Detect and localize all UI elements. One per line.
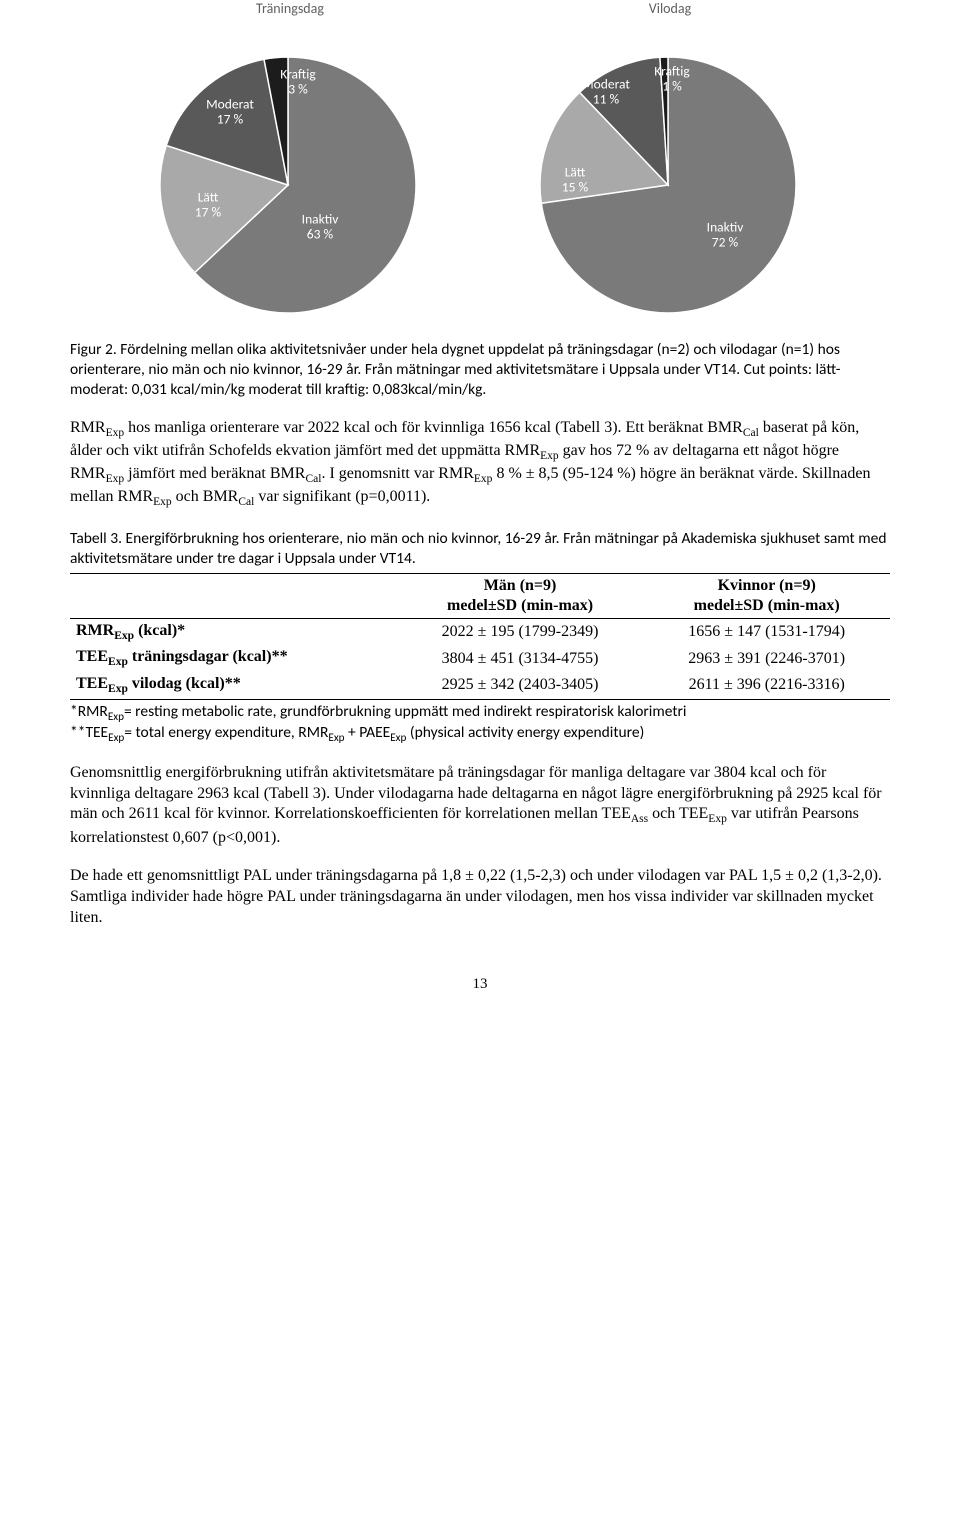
t: 3804 ± 451 (3134-4755) <box>397 645 644 672</box>
table-row: TEEExp träningsdagar (kcal)** 3804 ± 451… <box>70 645 890 672</box>
pie-right: Inaktiv72 % Lätt15 % Moderat11 % Kraftig1 % <box>500 22 840 322</box>
chart-traningsdag: Träningsdag Inaktiv63 % Lätt17 % Moderat17… <box>120 0 460 322</box>
t: Cal <box>743 427 759 439</box>
th-blank <box>70 573 397 618</box>
t: Exp <box>108 709 124 723</box>
t: RMR <box>76 622 114 639</box>
table-row: TEEExp vilodag (kcal)** 2925 ± 342 (2403… <box>70 672 890 699</box>
rmr-paragraph: RMRExp hos manliga orienterare var 2022 … <box>70 418 890 511</box>
t: = resting metabolic rate, grundförbrukni… <box>124 702 687 721</box>
t: 2611 ± 396 (2216-3316) <box>643 672 890 699</box>
t: Ass <box>631 814 648 826</box>
pie-slice-label: Moderat17 % <box>206 96 254 127</box>
t: Exp <box>106 427 125 439</box>
t: medel±SD (min-max) <box>694 597 840 614</box>
chart-title-right: Vilodag <box>649 0 691 18</box>
t: Exp <box>474 473 493 485</box>
t: **TEE <box>70 723 108 742</box>
t: Exp <box>114 630 134 642</box>
th-women: Kvinnor (n=9) medel±SD (min-max) <box>643 573 890 618</box>
t: Exp <box>108 683 128 695</box>
table3-note1: *RMRExp= resting metabolic rate, grundfö… <box>70 702 890 724</box>
t: 1656 ± 147 (1531-1794) <box>643 618 890 645</box>
page-number: 13 <box>70 975 890 994</box>
t: hos manliga orienterare var 2022 kcal oc… <box>124 419 743 436</box>
t: . I genomsnitt var RMR <box>321 465 473 482</box>
t: RMR <box>70 419 106 436</box>
table-row: RMRExp (kcal)* 2022 ± 195 (1799-2349) 16… <box>70 618 890 645</box>
chart-title-left: Träningsdag <box>256 0 324 18</box>
pie-slice-label: Kraftig3 % <box>280 66 315 97</box>
t: TEE <box>76 675 108 692</box>
t: och TEE <box>648 805 708 822</box>
t: Cal <box>238 497 254 509</box>
t: medel±SD (min-max) <box>447 597 593 614</box>
t: och BMR <box>172 488 239 505</box>
t: Exp <box>108 730 124 744</box>
t: *RMR <box>70 702 108 721</box>
t: 2963 ± 391 (2246-3701) <box>643 645 890 672</box>
t: (physical activity energy expenditure) <box>406 723 644 742</box>
t: var signifikant (p=0,0011). <box>254 488 430 505</box>
pie-slice-label: Inaktiv63 % <box>302 211 339 242</box>
t: Exp <box>390 730 406 744</box>
chart-vilodag: Vilodag Inaktiv72 % Lätt15 % Moderat11 % Kr… <box>500 0 840 322</box>
t: = total energy expenditure, RMR <box>124 723 328 742</box>
t: Exp <box>708 814 727 826</box>
t: 2022 ± 195 (1799-2349) <box>397 618 644 645</box>
pie-slice-label: Lätt17 % <box>195 189 221 220</box>
t: 2925 ± 342 (2403-3405) <box>397 672 644 699</box>
t: Exp <box>108 657 128 669</box>
table3: Män (n=9) medel±SD (min-max) Kvinnor (n=… <box>70 573 890 700</box>
t: TEE <box>76 648 108 665</box>
t: Exp <box>153 497 172 509</box>
pal-paragraph: De hade ett genomsnittligt PAL under trä… <box>70 866 890 928</box>
t: (kcal)* <box>134 622 185 639</box>
pie-slice-label: Kraftig1 % <box>654 63 689 94</box>
t: + PAEE <box>345 723 391 742</box>
t: Exp <box>106 473 125 485</box>
th-men: Män (n=9) medel±SD (min-max) <box>397 573 644 618</box>
t: vilodag (kcal)** <box>128 675 241 692</box>
pie-slice-label: Inaktiv72 % <box>707 219 744 250</box>
figure2-caption: Figur 2. Fördelning mellan olika aktivit… <box>70 340 890 400</box>
t: jämfört med beräknat BMR <box>124 465 305 482</box>
t: Kvinnor (n=9) <box>718 577 816 594</box>
t: Exp <box>328 730 344 744</box>
t: Män (n=9) <box>484 577 557 594</box>
table3-title: Tabell 3. Energiförbrukning hos orienter… <box>70 529 890 569</box>
table3-note2: **TEEExp= total energy expenditure, RMRE… <box>70 723 890 745</box>
pie-slice-label: Moderat11 % <box>582 76 630 107</box>
t: Exp <box>540 450 559 462</box>
t: Cal <box>305 473 321 485</box>
t: träningsdagar (kcal)** <box>128 648 288 665</box>
mean-paragraph: Genomsnittlig energiförbrukning utifrån … <box>70 763 890 849</box>
pie-left: Inaktiv63 % Lätt17 % Moderat17 % Kraftig3 % <box>120 22 460 322</box>
charts-row: Träningsdag Inaktiv63 % Lätt17 % Moderat17… <box>0 0 960 322</box>
pie-slice-label: Lätt15 % <box>562 164 588 195</box>
